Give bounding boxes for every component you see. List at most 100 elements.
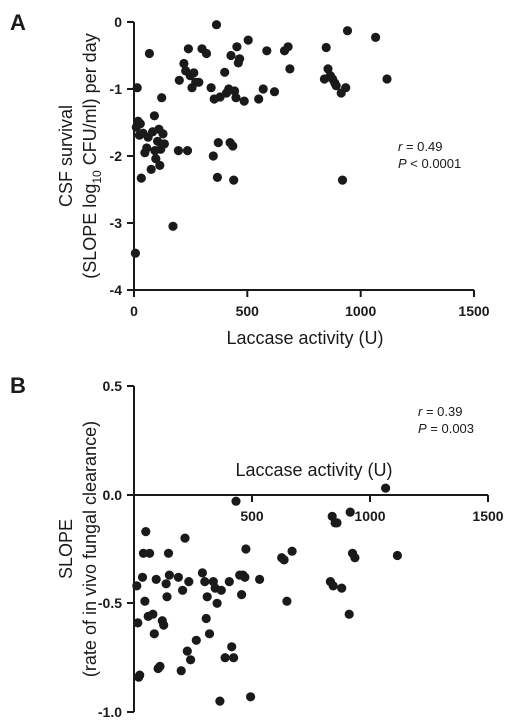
panel-b-point (227, 642, 237, 652)
panel-b-point (204, 629, 215, 639)
panel-b-stat-r: r = 0.39 (418, 404, 462, 419)
panel-a-point (144, 48, 154, 59)
panel-b-x-axis-title: Laccase activity (U) (235, 460, 392, 480)
panel-a-stat-r-symbol: r (398, 139, 403, 154)
panel-b-point (148, 609, 158, 619)
panel-a-letter: A (10, 10, 26, 35)
panel-b-point (186, 655, 196, 665)
panel-b-point (381, 483, 391, 493)
panel-b-point (200, 577, 210, 587)
panel-b-point (159, 620, 169, 630)
panel-a-y-axis-title-sub: 10 (90, 170, 104, 184)
panel-a-point (228, 141, 238, 151)
panel-a-point (283, 42, 293, 52)
panel-b-x-tick-label: 1000 (354, 508, 385, 524)
panel-a-point (235, 54, 245, 64)
panel-b-point (215, 696, 225, 706)
panel-a-point (269, 87, 280, 97)
panel-a-y-ticks: 0 -1 -2 -3 -4 (110, 14, 134, 298)
panel-b-point (392, 550, 402, 561)
panel-a-point (206, 83, 216, 93)
panel-a-point (262, 46, 272, 56)
panel-a-point (212, 172, 222, 182)
panel-a-stat-p-value: < 0.0001 (407, 156, 462, 171)
panel-a-point (243, 35, 253, 45)
panel-b-y-tick-label: -1.0 (98, 704, 122, 720)
panel-b-point (162, 592, 172, 602)
panel-b-point (137, 572, 148, 582)
panel-b-point (282, 596, 292, 606)
panel-a-point (158, 129, 168, 139)
panel-a-stat-p-symbol: P (398, 156, 407, 171)
panel-a-point (173, 146, 183, 156)
panel-b-point (151, 574, 161, 585)
panel-a-point (149, 111, 159, 121)
panel-a-point (208, 151, 218, 161)
panel-a-point (285, 64, 295, 74)
panel-a-point (341, 83, 351, 93)
panel-a-point (168, 221, 178, 231)
panel-b-stat-p: P = 0.003 (418, 421, 474, 436)
panel-b-point (224, 577, 234, 587)
panel-a-point (331, 81, 341, 91)
panel-a-point (213, 138, 223, 148)
panel-b-point (163, 548, 174, 558)
panel-b-x-tick-label: 1500 (472, 508, 503, 524)
panel-a: A 0 -1 -2 -3 -4 0 500 1000 1500 Laccase … (10, 10, 490, 348)
panel-a-point (136, 173, 146, 183)
panel-b-point (337, 583, 347, 593)
panel-b-stat-r-value: = 0.39 (422, 404, 462, 419)
panel-a-point (146, 164, 156, 174)
panel-a-points (130, 20, 392, 258)
panel-b-point (350, 553, 360, 563)
panel-a-point (151, 154, 161, 164)
panel-a-point (159, 139, 169, 149)
panel-b-point (197, 568, 207, 578)
panel-a-x-tick-label: 0 (130, 303, 138, 319)
panel-b-point (241, 544, 251, 554)
panel-a-stat-p: P < 0.0001 (398, 156, 461, 171)
panel-b-point (132, 581, 142, 591)
panel-a-point (337, 175, 348, 185)
panel-a-y-tick-label: -2 (110, 148, 123, 164)
panel-b-point (202, 592, 212, 602)
panel-a-y-tick-label: -3 (110, 215, 123, 231)
panel-a-y-axis-title-pre: (SLOPE log (80, 184, 100, 279)
panel-b-points (132, 483, 402, 706)
panel-a-point (229, 175, 239, 185)
panel-b-point (173, 572, 183, 582)
panel-b-point (149, 629, 159, 639)
panel-b-point (145, 548, 155, 558)
panel-b-point (229, 653, 239, 663)
panel-a-point (174, 75, 184, 85)
panel-b-y-axis-title: SLOPE (rate of in vivo fungal clearance) (56, 421, 100, 677)
panel-a-point (189, 68, 199, 78)
panel-a-y-axis-title-line2: (SLOPE log10 CFU/ml) per day (80, 33, 104, 278)
panel-a-x-tick-label: 500 (236, 303, 260, 319)
panel-a-stat-r-value: = 0.49 (402, 139, 442, 154)
panel-a-point (179, 58, 189, 69)
panel-a-point (211, 20, 222, 30)
panel-a-point (371, 32, 381, 43)
panel-a-x-axis-title: Laccase activity (U) (226, 328, 383, 348)
panel-a-point (194, 77, 204, 87)
panel-b-point (161, 579, 171, 589)
panel-b-point (176, 666, 186, 676)
panel-b-point (231, 496, 241, 506)
panel-b-point (220, 653, 230, 663)
panel-a-stat-r: r = 0.49 (398, 139, 442, 154)
panel-a-point (201, 48, 212, 59)
panel-a-point (232, 42, 242, 52)
panel-a-x-ticks: 0 500 1000 1500 (130, 290, 490, 319)
panel-a-point (220, 67, 230, 77)
panel-b-point (216, 585, 226, 595)
panel-a-x-tick-label: 1000 (345, 303, 376, 319)
panel-b-point (279, 555, 289, 565)
panel-a-point (135, 119, 145, 129)
panel-a-point (258, 84, 268, 94)
panel-b-point (240, 572, 250, 582)
panel-b-x-ticks: 500 1000 1500 (240, 495, 504, 524)
panel-b-y-axis-title-line1: SLOPE (56, 519, 76, 579)
panel-a-y-tick-label: 0 (114, 14, 122, 30)
panel-b-point (155, 661, 165, 672)
